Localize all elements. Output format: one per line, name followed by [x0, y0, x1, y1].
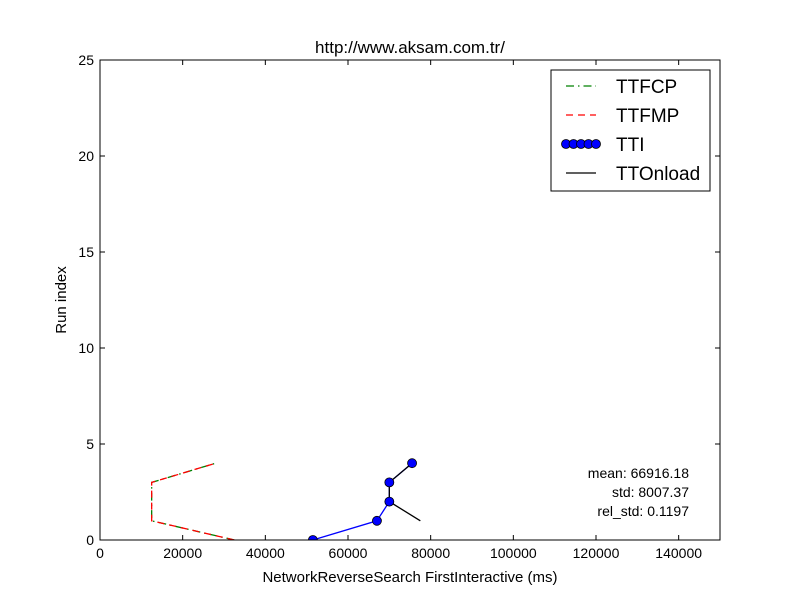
series-tti-point [384, 496, 395, 507]
stat-rel-std: rel_std: 0.1197 [597, 503, 689, 519]
series-clip-group [151, 458, 421, 540]
legend-label-ttonload: TTOnload [616, 164, 700, 185]
y-tick-label: 25 [78, 52, 94, 68]
legend-label-tti: TTI [616, 135, 645, 156]
series-tti-point [307, 535, 318, 540]
y-tick-label: 20 [78, 148, 94, 164]
x-tick-label: 40000 [246, 545, 285, 561]
legend-box [550, 69, 711, 192]
stat-std: std: 8007.37 [612, 484, 689, 500]
legend-item-ttfcp: TTFCP [566, 77, 677, 98]
x-tick-label: 80000 [411, 545, 450, 561]
legend-item-ttonload: TTOnload [566, 164, 700, 185]
legend-label-ttfmp: TTFMP [616, 106, 679, 127]
x-tick-label: 60000 [329, 545, 368, 561]
y-axis-label: Run index [53, 266, 70, 334]
series-tti-point [384, 477, 395, 488]
series-tti-point [372, 515, 382, 526]
stat-mean: mean: 66916.18 [588, 465, 689, 481]
y-tick-label: 5 [86, 436, 94, 452]
series-tti-line [312, 462, 413, 540]
legend-marker-tti [591, 139, 601, 149]
ticks-layer: 0 20000 40000 60000 80000 100000 120000 140000 0… [78, 52, 720, 561]
legend-item-ttfmp: TTFMP [566, 106, 679, 127]
series-layer [151, 458, 421, 540]
x-tick-label: 20000 [163, 545, 202, 561]
y-tick-label: 10 [78, 340, 94, 356]
chart-title: http://www.aksam.com.tr/ [315, 38, 505, 57]
legend: TTFCP TTFMP TTI TTOnload [550, 69, 711, 192]
series-ttonload-line [388, 462, 421, 522]
x-tick-label: 0 [96, 545, 104, 561]
legend-item-tti: TTI [561, 135, 645, 156]
y-tick-label: 0 [86, 532, 94, 548]
series-tti-point [407, 458, 417, 469]
series-ttfcp-line [151, 462, 235, 540]
x-tick-label: 120000 [573, 545, 620, 561]
stats-annotation: mean: 66916.18 std: 8007.37 rel_std: 0.1… [588, 465, 689, 519]
series-ttfmp-line [151, 462, 235, 540]
x-axis-label: NetworkReverseSearch FirstInteractive (m… [262, 569, 557, 586]
y-tick-label: 15 [78, 244, 94, 260]
legend-label-ttfcp: TTFCP [616, 77, 677, 98]
plot-frame [99, 59, 721, 541]
x-tick-label: 100000 [490, 545, 537, 561]
x-tick-label: 140000 [655, 545, 702, 561]
